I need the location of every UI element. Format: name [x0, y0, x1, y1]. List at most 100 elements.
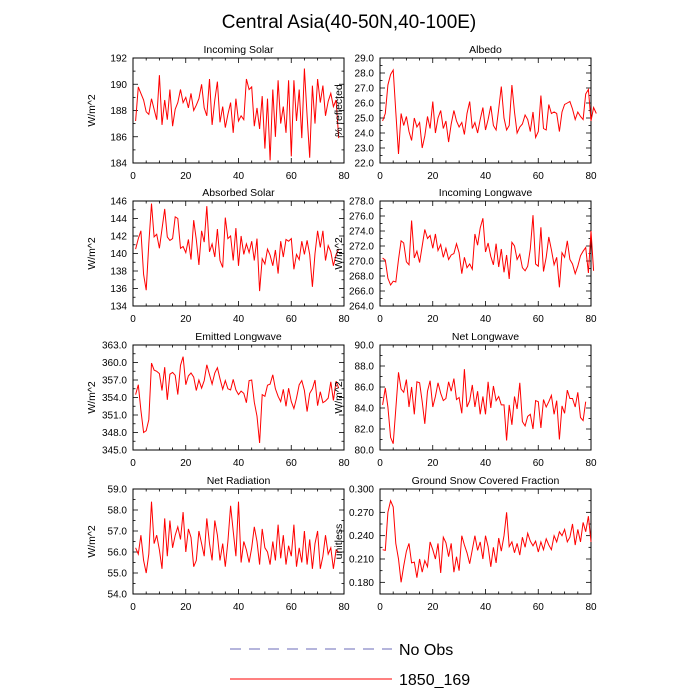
panel-net-longwave: Net Longwave W/m^2 0 20 40 60 80 80.0 82.0 84.0 86… [333, 331, 597, 469]
y-tick-label: 184 [110, 159, 127, 170]
x-tick-label: 40 [233, 458, 245, 469]
y-tick-label: 57.0 [108, 527, 128, 538]
y-tick-label: 142 [110, 232, 127, 243]
y-tick-label: 25.0 [355, 114, 375, 125]
y-tick-label: 58.0 [108, 506, 128, 517]
plot-frame [379, 57, 592, 164]
y-tick-label: 26.0 [355, 99, 375, 110]
y-axis-label: W/m^2 [86, 94, 98, 127]
series-line-1850-169 [382, 369, 587, 444]
y-tick-label: 270.0 [349, 257, 374, 268]
y-tick-label: 357.0 [102, 376, 127, 387]
x-tick-label: 40 [480, 171, 492, 182]
series-line-1850-169 [135, 203, 340, 292]
y-axis-label: % reflected [333, 84, 345, 137]
y-tick-label: 84.0 [355, 404, 375, 415]
y-tick-label: 88.0 [355, 362, 375, 373]
y-tick-label: 264.0 [349, 302, 374, 313]
y-tick-label: 82.0 [355, 425, 375, 436]
x-tick-label: 20 [180, 314, 192, 325]
x-tick-label: 20 [427, 458, 439, 469]
y-tick-label: 23.0 [355, 144, 375, 155]
x-tick-label: 60 [533, 314, 545, 325]
y-tick-label: 188 [110, 106, 127, 117]
legend-label-no-obs: No Obs [399, 642, 453, 659]
x-tick-label: 40 [233, 314, 245, 325]
series-line-1850-169 [382, 68, 597, 155]
x-tick-label: 20 [180, 171, 192, 182]
y-tick-label: 274.0 [349, 227, 374, 238]
y-tick-label: 266.0 [349, 287, 374, 298]
y-tick-label: 90.0 [355, 341, 375, 352]
x-tick-label: 40 [480, 458, 492, 469]
y-axis-label: unitless [333, 524, 345, 560]
y-tick-label: 144 [110, 214, 127, 225]
y-axis-label: W/m^2 [86, 237, 98, 270]
x-tick-label: 0 [130, 602, 136, 613]
y-tick-label: 55.0 [108, 569, 128, 580]
y-tick-label: 56.0 [108, 548, 128, 559]
panel-albedo: Albedo % reflected 0 20 40 60 80 22.0 23.0 24.0 25… [333, 44, 597, 182]
series-line-1850-169 [135, 356, 340, 444]
y-tick-label: 192 [110, 54, 127, 65]
panel-title: Net Longwave [452, 331, 519, 343]
x-tick-label: 60 [533, 171, 545, 182]
x-tick-label: 40 [233, 602, 245, 613]
panel-net-radiation: Net Radiation W/m^2 0 20 40 60 80 54.0 55.0 56.0 5… [86, 475, 350, 613]
y-tick-label: 348.0 [102, 428, 127, 439]
y-tick-label: 276.0 [349, 212, 374, 223]
x-tick-label: 80 [338, 171, 350, 182]
panel-absorbed-solar: Absorbed Solar W/m^2 0 20 40 60 80 134 136 138 140… [86, 187, 350, 325]
y-tick-label: 138 [110, 267, 127, 278]
y-tick-label: 186 [110, 132, 127, 143]
y-tick-label: 268.0 [349, 272, 374, 283]
x-tick-label: 20 [427, 602, 439, 613]
x-tick-label: 0 [130, 314, 136, 325]
y-tick-label: 0.270 [349, 508, 374, 519]
y-tick-label: 351.0 [102, 411, 127, 422]
x-tick-label: 80 [585, 314, 597, 325]
panel-title: Incoming Solar [203, 44, 274, 56]
y-tick-label: 0.240 [349, 531, 374, 542]
panel-title: Emitted Longwave [195, 331, 282, 343]
x-tick-label: 60 [533, 602, 545, 613]
x-tick-label: 20 [427, 171, 439, 182]
panel-title: Ground Snow Covered Fraction [412, 475, 560, 487]
plot-frame [379, 200, 592, 307]
y-tick-label: 354.0 [102, 393, 127, 404]
y-tick-label: 146 [110, 197, 127, 208]
y-tick-label: 190 [110, 80, 127, 91]
legend-label-1850-169: 1850_169 [399, 672, 470, 689]
x-tick-label: 0 [377, 458, 383, 469]
series-line-1850-169 [382, 499, 592, 583]
series-line-1850-169 [382, 215, 595, 288]
y-tick-label: 54.0 [108, 590, 128, 601]
x-tick-label: 60 [286, 314, 298, 325]
figure-title: Central Asia(40-50N,40-100E) [222, 12, 477, 33]
y-tick-label: 278.0 [349, 197, 374, 208]
y-tick-label: 28.0 [355, 69, 375, 80]
x-tick-label: 80 [338, 314, 350, 325]
x-tick-label: 20 [180, 602, 192, 613]
plot-frame [132, 57, 345, 164]
x-tick-label: 60 [286, 458, 298, 469]
x-tick-label: 80 [585, 602, 597, 613]
y-tick-label: 22.0 [355, 159, 375, 170]
x-tick-label: 60 [286, 171, 298, 182]
x-tick-label: 80 [585, 458, 597, 469]
panel-emitted-longwave: Emitted Longwave W/m^2 0 20 40 60 80 345.0 348.0… [86, 331, 350, 469]
x-tick-label: 80 [338, 602, 350, 613]
y-tick-label: 80.0 [355, 446, 375, 457]
x-tick-label: 20 [180, 458, 192, 469]
plot-frame [132, 200, 345, 307]
y-axis-label: W/m^2 [86, 525, 98, 558]
plot-frame [132, 344, 345, 451]
y-tick-label: 0.210 [349, 555, 374, 566]
x-tick-label: 60 [533, 458, 545, 469]
panels: Incoming Solar W/m^2 0 20 40 60 80 184 186 188 190… [86, 44, 597, 613]
y-tick-label: 27.0 [355, 84, 375, 95]
x-tick-label: 0 [130, 458, 136, 469]
x-tick-label: 0 [130, 171, 136, 182]
y-axis-label: W/m^2 [333, 237, 345, 270]
